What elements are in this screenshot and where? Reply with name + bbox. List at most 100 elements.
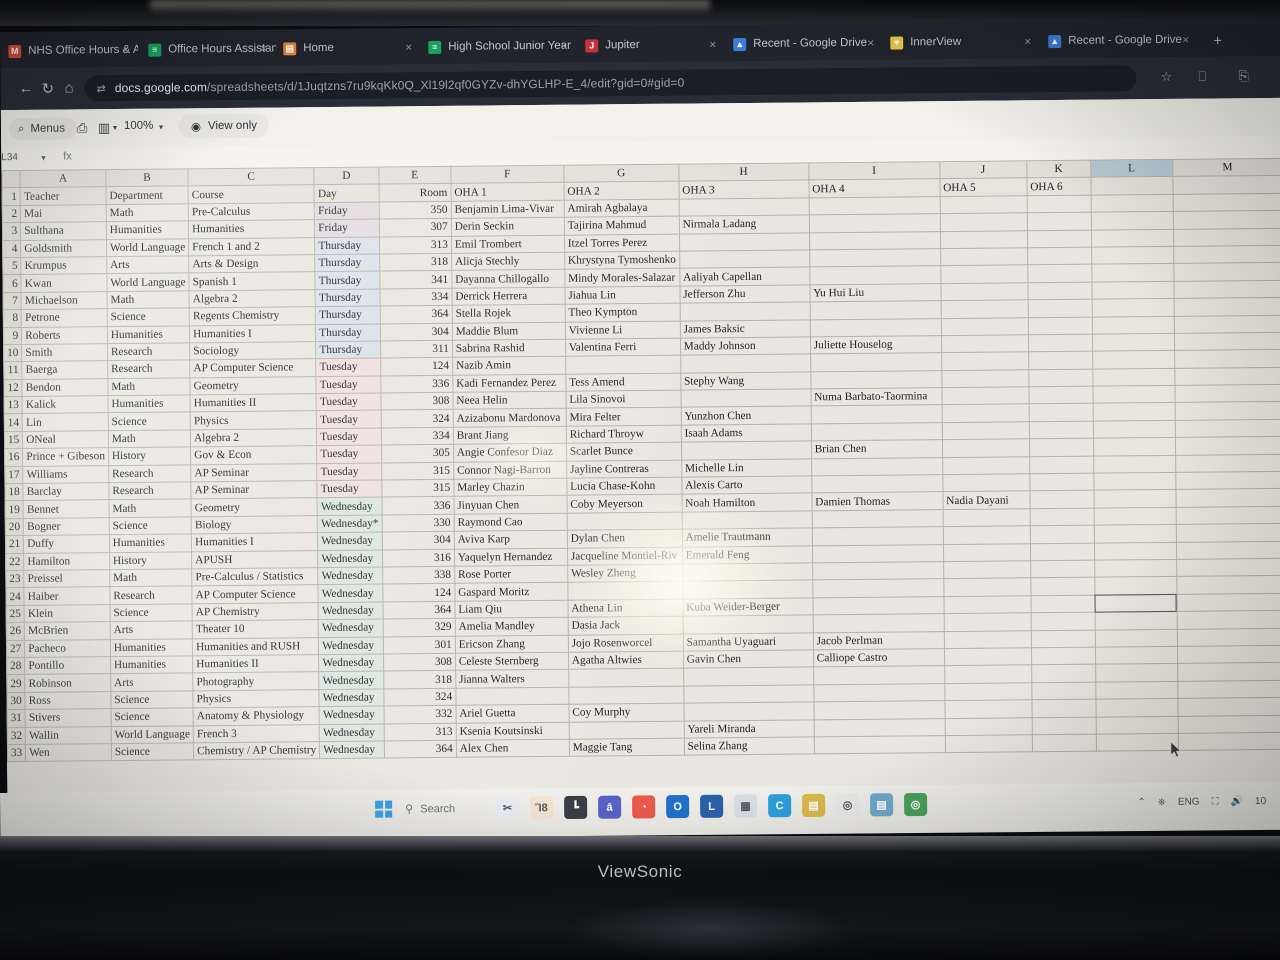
oha-4-cell[interactable]: Juliette Houselog [810, 335, 942, 355]
day-cell[interactable]: Wednesday [318, 653, 384, 672]
cell-M[interactable] [1177, 645, 1280, 664]
oha-6-cell[interactable] [1030, 594, 1095, 613]
oha-3-cell[interactable] [681, 510, 812, 530]
header-cell-K[interactable]: OHA 6 [1026, 177, 1091, 196]
tab-close-button[interactable]: × [405, 40, 413, 55]
teams-icon[interactable]: ā [597, 795, 622, 819]
address-bar[interactable]: ⇄ docs.google.com/spreadsheets/d/1Juqtzn… [84, 65, 1137, 102]
oha-6-cell[interactable] [1029, 473, 1094, 492]
name-box-caret-icon[interactable]: ▾ [41, 152, 46, 163]
column-header-J[interactable]: J [939, 160, 1027, 180]
snipping-tool-icon[interactable]: ✂ [495, 796, 520, 820]
department-cell[interactable]: History [108, 447, 191, 466]
menus-button[interactable]: ⌕ Menus [8, 117, 78, 141]
oha-2-cell[interactable]: Richard Throyw [566, 424, 682, 444]
department-cell[interactable]: History [109, 551, 192, 570]
cell-M[interactable] [1173, 245, 1280, 264]
column-header-F[interactable]: F [450, 165, 564, 184]
day-cell[interactable]: Wednesday [319, 706, 384, 725]
day-cell[interactable]: Thursday [315, 253, 380, 272]
oha-4-cell[interactable] [813, 683, 945, 702]
teacher-cell[interactable]: Robinson [24, 673, 111, 693]
tab-close-button[interactable]: × [1182, 32, 1190, 47]
cell-L[interactable] [1095, 733, 1179, 752]
day-cell[interactable]: Tuesday [316, 358, 381, 377]
oha-5-cell[interactable]: Nadia Dayani [942, 491, 1030, 510]
chrome2-icon[interactable]: ◎ [903, 792, 928, 817]
paint-format-icon[interactable]: ▥ [97, 120, 111, 136]
store-icon[interactable]: ▤ [801, 793, 826, 818]
row-header[interactable]: 20 [5, 518, 24, 536]
department-cell[interactable]: World Language [106, 238, 189, 257]
teacher-cell[interactable]: Roberts [21, 326, 108, 345]
day-cell[interactable]: Tuesday [316, 410, 382, 429]
row-header[interactable]: 14 [4, 413, 23, 432]
cell-L[interactable] [1090, 211, 1174, 230]
department-cell[interactable]: Research [107, 342, 190, 361]
column-header-K[interactable]: K [1026, 160, 1091, 179]
department-cell[interactable]: Research [107, 360, 191, 379]
browser-tab-5[interactable]: J Jupiter × [585, 32, 725, 57]
oha-1-cell[interactable]: Dayanna Chillogallo [451, 269, 565, 289]
day-cell[interactable]: Wednesday [318, 566, 383, 585]
department-cell[interactable]: Science [108, 412, 191, 431]
oha-2-cell[interactable]: Jacqueline Montiel-Riv [567, 546, 683, 566]
oha-3-cell[interactable] [682, 562, 813, 582]
oha-1-cell[interactable]: Ksenia Koutsinski [455, 721, 570, 741]
cell-M[interactable] [1177, 680, 1280, 699]
cell-M[interactable] [1174, 384, 1280, 403]
oha-3-cell[interactable]: Aaliyah Capellan [679, 267, 810, 286]
browser-tab-1[interactable]: M NHS Office Hours & Ath × [8, 38, 138, 63]
oha-3-cell[interactable] [683, 667, 814, 686]
file-explorer-icon[interactable]: ┗ [563, 795, 588, 820]
row-header[interactable]: 22 [5, 553, 24, 571]
cell-M[interactable] [1174, 367, 1280, 386]
teacher-cell[interactable]: Barclay [23, 482, 109, 501]
oha-5-cell[interactable] [941, 421, 1030, 440]
day-cell[interactable]: Tuesday [316, 375, 381, 394]
course-cell[interactable]: Physics [190, 411, 317, 430]
oha-6-cell[interactable] [1027, 281, 1092, 300]
oha-3-cell[interactable]: Samantha Uyaguari [683, 632, 814, 652]
oha-1-cell[interactable]: Alicja Stechly [451, 252, 565, 271]
room-cell[interactable]: 304 [380, 322, 453, 341]
oha-5-cell[interactable] [939, 195, 1027, 214]
star-icon[interactable]: ☆ [1160, 68, 1173, 85]
course-cell[interactable]: Photography [192, 671, 320, 691]
day-cell[interactable]: Wednesday [318, 601, 383, 620]
department-cell[interactable]: Humanities [109, 534, 192, 553]
cell-L[interactable] [1093, 507, 1176, 526]
oha-6-cell[interactable] [1031, 699, 1096, 718]
row-header[interactable]: 27 [6, 639, 25, 658]
cell-L[interactable] [1092, 350, 1175, 369]
oha-4-cell[interactable]: Damien Thomas [811, 492, 943, 511]
oha-6-cell[interactable] [1028, 351, 1093, 370]
oha-5-cell[interactable] [942, 456, 1030, 475]
column-header-L[interactable]: L [1090, 159, 1173, 178]
row-header[interactable]: 3 [2, 222, 21, 241]
row-header[interactable]: 15 [4, 431, 23, 449]
cell-M[interactable] [1177, 697, 1280, 716]
course-cell[interactable]: AP Seminar [191, 480, 318, 500]
course-cell[interactable]: Theater 10 [192, 619, 319, 639]
column-header-G[interactable]: G [563, 164, 679, 183]
day-cell[interactable]: Wednesday [318, 636, 384, 655]
department-cell[interactable]: Math [108, 499, 192, 518]
header-cell-M[interactable] [1172, 175, 1280, 195]
row-header[interactable]: 16 [4, 448, 23, 467]
oha-1-cell[interactable]: Gaspard Moritz [454, 582, 568, 602]
room-cell[interactable]: 124 [382, 583, 455, 602]
oha-1-cell[interactable]: Azizabonu Mardonova [452, 408, 567, 428]
oha-1-cell[interactable]: Jinyuan Chen [453, 495, 567, 515]
oha-6-cell[interactable] [1027, 264, 1092, 283]
department-cell[interactable]: Math [106, 290, 190, 309]
teacher-cell[interactable]: Preissel [23, 569, 110, 588]
oha-5-cell[interactable] [944, 734, 1033, 753]
oha-2-cell[interactable]: Dasia Jack [567, 616, 684, 635]
department-cell[interactable]: Humanities [107, 394, 191, 414]
oha-5-cell[interactable] [942, 525, 1031, 545]
room-cell[interactable]: 315 [381, 479, 454, 498]
cell-L[interactable] [1092, 368, 1175, 387]
day-cell[interactable]: Wednesday [317, 497, 382, 516]
oha-1-cell[interactable]: Neea Helin [452, 391, 566, 410]
